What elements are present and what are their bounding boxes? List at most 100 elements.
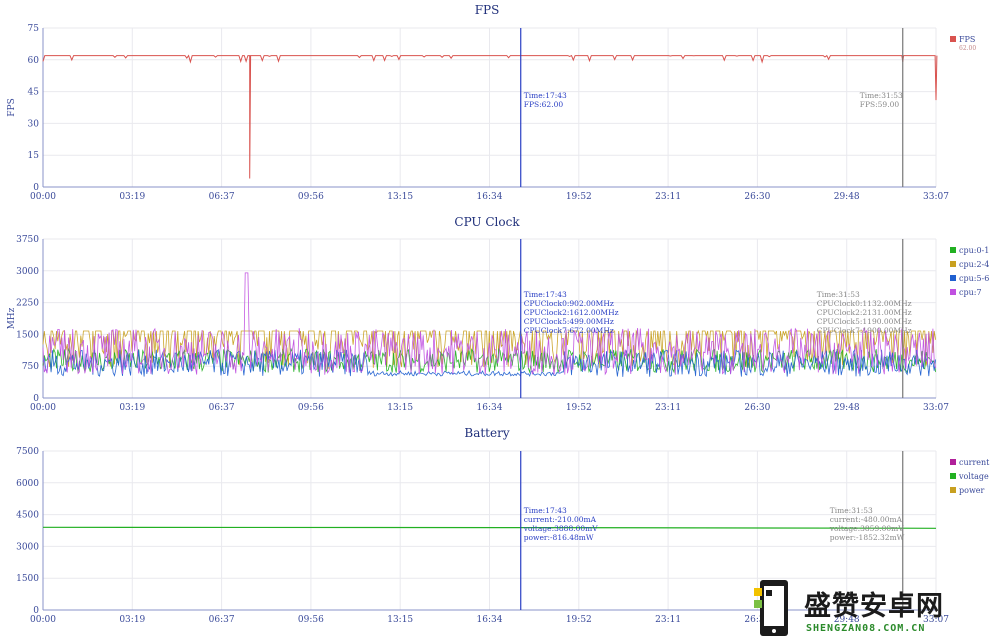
legend-label: cpu:5-6 bbox=[959, 274, 989, 283]
y-tick-label: 2250 bbox=[16, 299, 39, 309]
cursor-tooltip-line: CPUClock7:672.00MHz bbox=[524, 326, 614, 335]
reference-tooltip-line: power:-1852.32mW bbox=[830, 533, 905, 542]
panel-title: Battery bbox=[464, 426, 509, 440]
x-tick-label: 26:30 bbox=[744, 615, 770, 625]
x-tick-label: 19:52 bbox=[566, 403, 592, 413]
x-tick-label: 06:37 bbox=[209, 615, 235, 625]
legend-label: cpu:7 bbox=[959, 288, 982, 297]
x-tick-label: 23:11 bbox=[655, 192, 681, 202]
cursor-tooltip-line: current:-210.00mA bbox=[524, 515, 597, 524]
series-cpu-5-6-line bbox=[42, 348, 936, 378]
x-tick-label: 03:19 bbox=[119, 192, 145, 202]
reference-tooltip-line: CPUClock2:2131.00MHz bbox=[817, 308, 912, 317]
legend-swatch bbox=[950, 36, 956, 42]
x-tick-label: 26:30 bbox=[744, 192, 770, 202]
y-tick-label: 15 bbox=[28, 151, 40, 161]
reference-tooltip-line: FPS:59.00 bbox=[860, 100, 900, 109]
legend-swatch bbox=[950, 275, 956, 281]
x-tick-label: 19:52 bbox=[566, 615, 592, 625]
x-tick-label: 00:00 bbox=[30, 192, 56, 202]
legend-label: FPS bbox=[959, 35, 975, 44]
x-tick-label: 16:34 bbox=[477, 615, 503, 625]
legend-label: power bbox=[959, 486, 985, 495]
reference-tooltip-line: CPUClock0:1132.00MHz bbox=[817, 299, 912, 308]
x-tick-label: 23:11 bbox=[655, 403, 681, 413]
reference-tooltip-line: voltage:3859.00mV bbox=[829, 524, 905, 533]
legend-swatch bbox=[950, 459, 956, 465]
y-tick-label: 0 bbox=[33, 394, 39, 404]
cursor-tooltip-line: CPUClock0:902.00MHz bbox=[524, 299, 614, 308]
legend-swatch bbox=[950, 289, 956, 295]
y-axis-label: MHz bbox=[7, 307, 17, 329]
cursor-tooltip-line: Time:17:43 bbox=[524, 91, 567, 100]
phone-logo-icon bbox=[754, 580, 788, 636]
x-tick-label: 19:52 bbox=[566, 192, 592, 202]
cursor-tooltip-line: voltage:3888.00mV bbox=[523, 524, 599, 533]
y-tick-label: 1500 bbox=[16, 330, 39, 340]
panel-3: Battery 0 1500 3000 4500 6000 7500 00:00 03:19 06… bbox=[16, 426, 990, 625]
reference-tooltip-line: Time:31:53 bbox=[817, 290, 860, 299]
x-tick-label: 29:48 bbox=[834, 192, 860, 202]
legend-swatch bbox=[950, 247, 956, 253]
x-tick-label: 33:07 bbox=[923, 403, 949, 413]
reference-tooltip-line: current:-480.00mA bbox=[830, 515, 903, 524]
legend-label: cpu:0-1 bbox=[959, 246, 989, 255]
x-tick-label: 23:11 bbox=[655, 615, 681, 625]
x-tick-label: 03:19 bbox=[119, 615, 145, 625]
x-tick-label: 13:15 bbox=[387, 192, 413, 202]
cursor-tooltip-line: CPUClock2:1612.00MHz bbox=[524, 308, 619, 317]
panel-title: FPS bbox=[475, 3, 500, 17]
x-tick-label: 16:34 bbox=[477, 192, 503, 202]
x-tick-label: 29:48 bbox=[834, 403, 860, 413]
panel-1: FPS 0 15 30 45 60 75 00:00 03:19 06:37 09:56 13:15 1… bbox=[7, 3, 976, 202]
y-tick-label: 1500 bbox=[16, 574, 39, 584]
reference-tooltip-line: Time:31:53 bbox=[860, 91, 903, 100]
reference-tooltip-line: CPUClock7:1900.00MHz bbox=[817, 326, 912, 335]
x-tick-label: 09:56 bbox=[298, 192, 324, 202]
y-tick-label: 7500 bbox=[16, 447, 39, 457]
cursor-tooltip-line: Time:17:43 bbox=[524, 290, 567, 299]
y-tick-label: 0 bbox=[33, 183, 39, 193]
y-tick-label: 3000 bbox=[16, 267, 39, 277]
cursor-tooltip-line: power:-816.48mW bbox=[524, 533, 594, 542]
reference-tooltip-line: Time:31:53 bbox=[830, 506, 873, 515]
y-tick-label: 750 bbox=[22, 362, 39, 372]
x-tick-label: 00:00 bbox=[30, 403, 56, 413]
legend-swatch bbox=[950, 473, 956, 479]
x-tick-label: 00:00 bbox=[30, 615, 56, 625]
x-tick-label: 03:19 bbox=[119, 403, 145, 413]
x-tick-label: 33:07 bbox=[923, 192, 949, 202]
y-tick-label: 75 bbox=[28, 24, 40, 34]
series-voltage-line bbox=[42, 526, 937, 529]
x-tick-label: 16:34 bbox=[477, 403, 503, 413]
y-tick-label: 6000 bbox=[16, 479, 39, 489]
x-tick-label: 06:37 bbox=[209, 403, 235, 413]
series-cpu-7-line bbox=[42, 272, 936, 376]
series-fps-line bbox=[42, 54, 938, 179]
y-tick-label: 3000 bbox=[16, 542, 39, 552]
y-tick-label: 4500 bbox=[16, 511, 39, 521]
y-tick-label: 60 bbox=[28, 56, 40, 66]
cursor-tooltip-line: FPS:62.00 bbox=[524, 100, 564, 109]
x-tick-label: 33:07 bbox=[923, 615, 949, 625]
y-axis-label: FPS bbox=[7, 98, 17, 116]
cursor-tooltip-line: Time:17:43 bbox=[524, 506, 567, 515]
x-tick-label: 09:56 bbox=[298, 615, 324, 625]
y-tick-label: 0 bbox=[33, 606, 39, 616]
x-tick-label: 13:15 bbox=[387, 403, 413, 413]
watermark-url: SHENGZAN08.COM.CN bbox=[806, 623, 926, 634]
y-tick-label: 45 bbox=[28, 88, 40, 98]
x-tick-label: 06:37 bbox=[209, 192, 235, 202]
cursor-tooltip-line: CPUClock5:499.00MHz bbox=[524, 317, 614, 326]
reference-tooltip-line: CPUClock5:1190.00MHz bbox=[817, 317, 912, 326]
watermark-title: 盛赞安卓网 bbox=[804, 591, 944, 622]
legend-swatch bbox=[950, 487, 956, 493]
x-tick-label: 29:48 bbox=[834, 615, 860, 625]
x-tick-label: 09:56 bbox=[298, 403, 324, 413]
x-tick-label: 26:30 bbox=[744, 403, 770, 413]
legend-label: voltage bbox=[958, 472, 989, 481]
legend-label: current bbox=[959, 458, 990, 467]
y-tick-label: 30 bbox=[28, 119, 40, 129]
panel-title: CPU Clock bbox=[454, 215, 520, 229]
